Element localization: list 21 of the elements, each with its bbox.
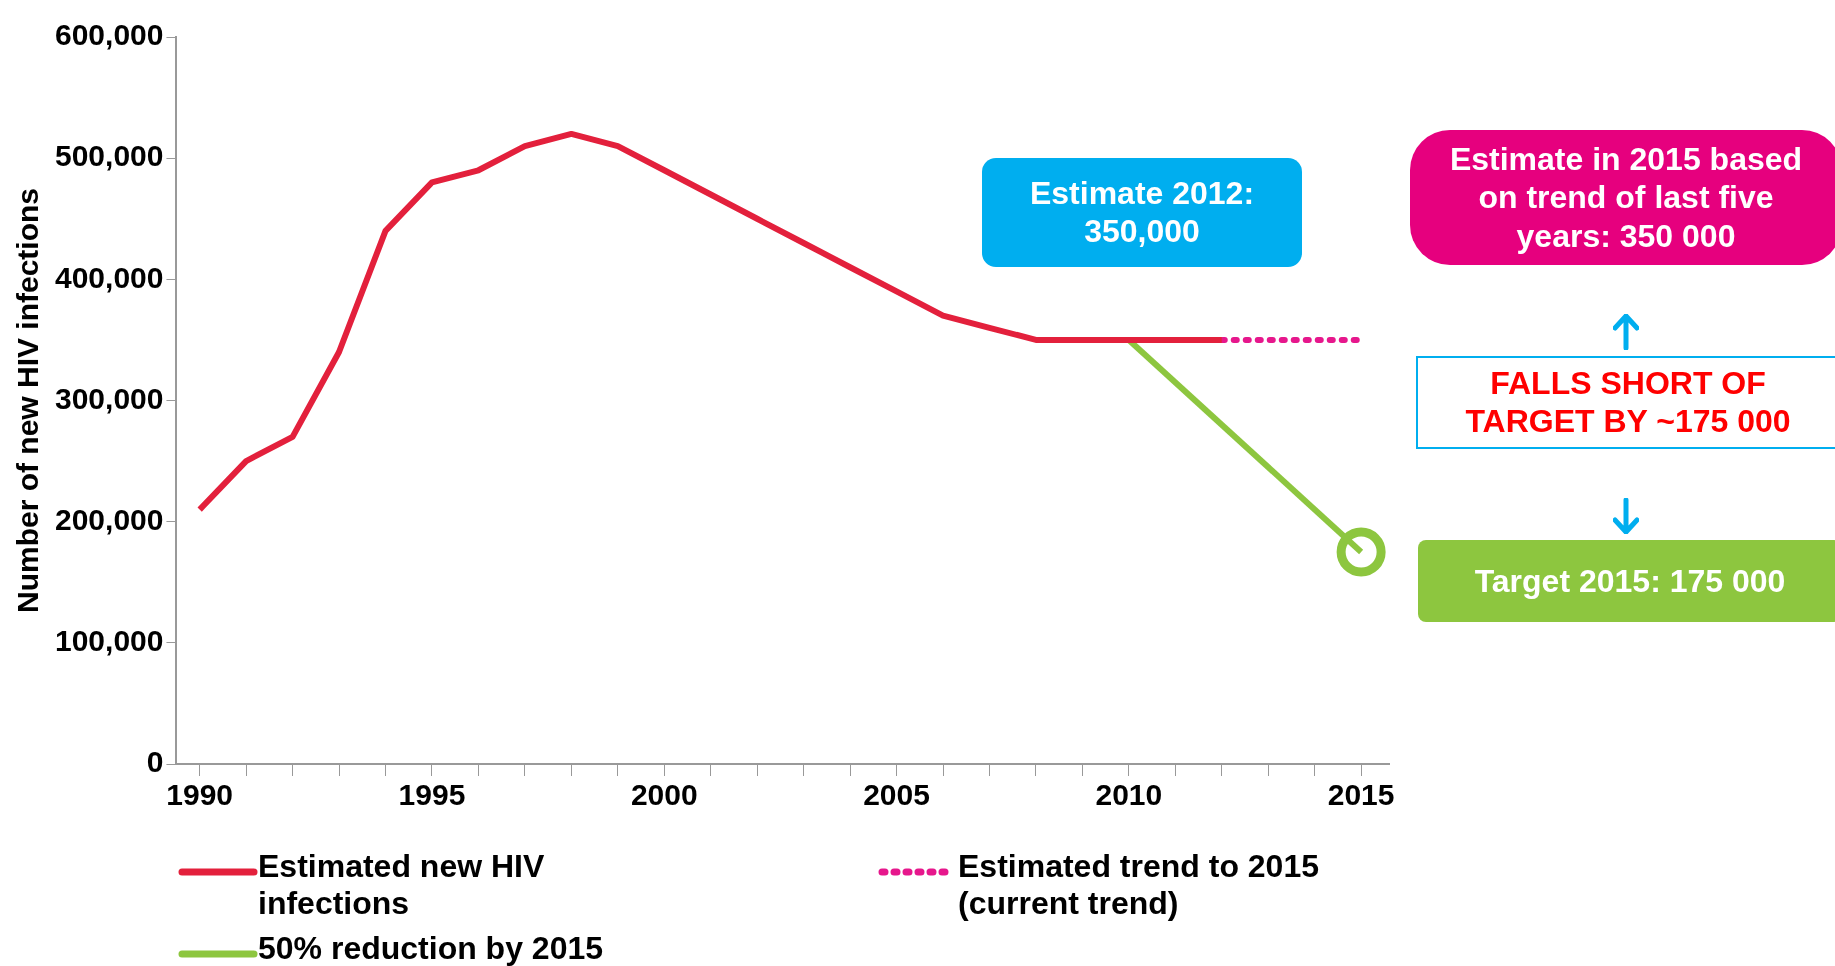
y-tick-label: 300,000 [54, 381, 164, 415]
text: FALLS SHORT OF TARGET BY ~175 000 [1416, 356, 1835, 449]
y-tick-label: 0 [146, 745, 164, 779]
x-tick-label: 1990 [166, 778, 234, 812]
y-tick-label: 600,000 [54, 18, 164, 52]
annotation: Estimate 2012: 350,000 [982, 158, 1302, 267]
legend-label: Estimated new HIV infections [258, 848, 546, 922]
x-tick-label: 2010 [1095, 778, 1163, 812]
x-tick-label: 1995 [398, 778, 466, 812]
x-tick-label: 2000 [630, 778, 698, 812]
y-axis-title: Number of new HIV infections [11, 187, 45, 614]
x-tick-label: 2015 [1327, 778, 1395, 812]
text: Target 2015: 175 000 [1418, 540, 1835, 623]
y-tick-label: 100,000 [54, 624, 164, 658]
legend-label: 50% reduction by 2015 [258, 930, 604, 966]
y-tick-label: 500,000 [54, 139, 164, 173]
text: Estimate in 2015 based on trend of last five years: 350 000 [1410, 130, 1835, 266]
y-tick-label: 400,000 [54, 260, 164, 294]
legend-label: Estimated trend to 2015 (current trend) [958, 848, 1320, 922]
y-tick-label: 200,000 [54, 502, 164, 536]
x-tick-label: 2005 [863, 778, 930, 812]
